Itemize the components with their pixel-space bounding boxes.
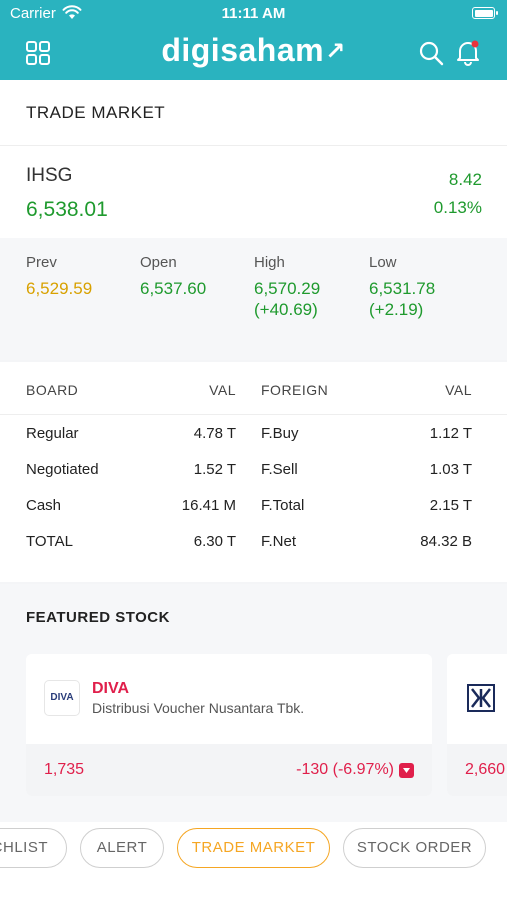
board-name: TOTAL [26,533,73,550]
bell-icon[interactable] [455,38,481,66]
board-value: 4.78 T [193,425,236,442]
page-title-bar: TRADE MARKET [0,80,507,146]
down-arrow-icon [399,763,414,778]
tab-trade-market[interactable]: TRADE MARKET [177,828,330,868]
stat-delta: (+2.19) [369,300,424,319]
index-value: 6,538.01 [26,198,108,221]
carrier-label: Carrier [10,5,56,22]
stat-open: Open 6,537.60 [140,254,250,299]
board-value: 6.30 T [193,533,236,550]
board-value: 1.52 T [193,461,236,478]
stat-label: Low [369,254,397,271]
search-icon[interactable] [418,40,444,66]
foreign-val-header: VAL [445,382,472,398]
stock-card[interactable]: 2,660 [447,654,507,796]
stock-change: -130 (-6.97%) [296,761,394,778]
board-name: Negotiated [26,461,99,478]
stat-low: Low 6,531.78 (+2.19) [369,254,479,320]
featured-stock-section: FEATURED STOCK DIVA DIVA Distribusi Vouc… [0,584,507,822]
wifi-icon [62,5,82,19]
stat-high: High 6,570.29 (+40.69) [254,254,364,320]
status-bar: Carrier 11:11 AM [0,0,507,28]
stat-value: 6,537.60 [140,279,207,298]
foreign-name: F.Buy [261,425,299,442]
stat-label: High [254,254,285,271]
stat-value: 6,529.59 [26,279,93,298]
app-header: Carrier 11:11 AM digisaham↗ [0,0,507,80]
index-change: 8.42 [448,170,482,189]
foreign-header: FOREIGN [261,382,329,398]
stock-price: 2,660 [465,761,506,778]
index-summary[interactable]: IHSG 6,538.01 8.42 0.13% [0,146,507,238]
tab-alert[interactable]: ALERT [80,828,164,868]
stat-label: Prev [26,254,57,271]
divider [0,414,507,415]
tab-stock-order[interactable]: STOCK ORDER [343,828,486,868]
stock-card[interactable]: DIVA DIVA Distribusi Voucher Nusantara T… [26,654,432,796]
board-val-header: VAL [209,382,236,398]
grid-menu-icon[interactable] [26,41,50,65]
stock-code: DIVA [92,680,130,697]
stock-card-bottom: 1,735 -130 (-6.97%) [26,744,432,796]
clock: 11:11 AM [221,5,286,22]
stock-card-top: DIVA DIVA Distribusi Voucher Nusantara T… [26,654,432,744]
foreign-name: F.Sell [261,461,298,478]
stock-card-top [447,654,507,744]
bottom-tab-bar: CHLIST ALERT TRADE MARKET STOCK ORDER [0,822,507,900]
foreign-name: F.Total [261,497,305,514]
stat-value: 6,531.78 [369,279,436,298]
stock-price: 1,735 [44,761,85,778]
board-name: Cash [26,497,62,514]
board-value: 16.41 M [181,497,236,514]
foreign-name: F.Net [261,533,297,550]
index-stats: Prev 6,529.59 Open 6,537.60 High 6,570.2… [0,238,507,360]
index-name: IHSG [26,165,73,186]
battery-icon [472,7,498,19]
app-logo: digisaham↗ [0,32,507,69]
foreign-value: 1.12 T [429,425,472,442]
foreign-value: 1.03 T [429,461,472,478]
stat-prev: Prev 6,529.59 [26,254,136,299]
foreign-value: 84.32 B [420,533,472,550]
page-title: TRADE MARKET [26,103,166,122]
board-name: Regular [26,425,79,442]
tab-watchlist[interactable]: CHLIST [0,828,67,868]
logo-arrow-icon: ↗ [325,38,346,65]
logo-text: digisaham [161,32,325,68]
board-header: BOARD [26,382,79,398]
stat-value: 6,570.29 [254,279,321,298]
stat-label: Open [140,254,177,271]
foreign-value: 2.15 T [429,497,472,514]
index-change-percent: 0.13% [433,198,482,217]
stock-logo: DIVA [44,680,80,716]
stock-name: Distribusi Voucher Nusantara Tbk. [92,700,305,716]
featured-title: FEATURED STOCK [26,609,170,626]
board-foreign-table: BOARD VAL FOREIGN VAL Regular 4.78 T F.B… [0,362,507,582]
stat-delta: (+40.69) [254,300,318,319]
stock-logo-icon [467,684,495,712]
stock-card-bottom: 2,660 [447,744,507,796]
